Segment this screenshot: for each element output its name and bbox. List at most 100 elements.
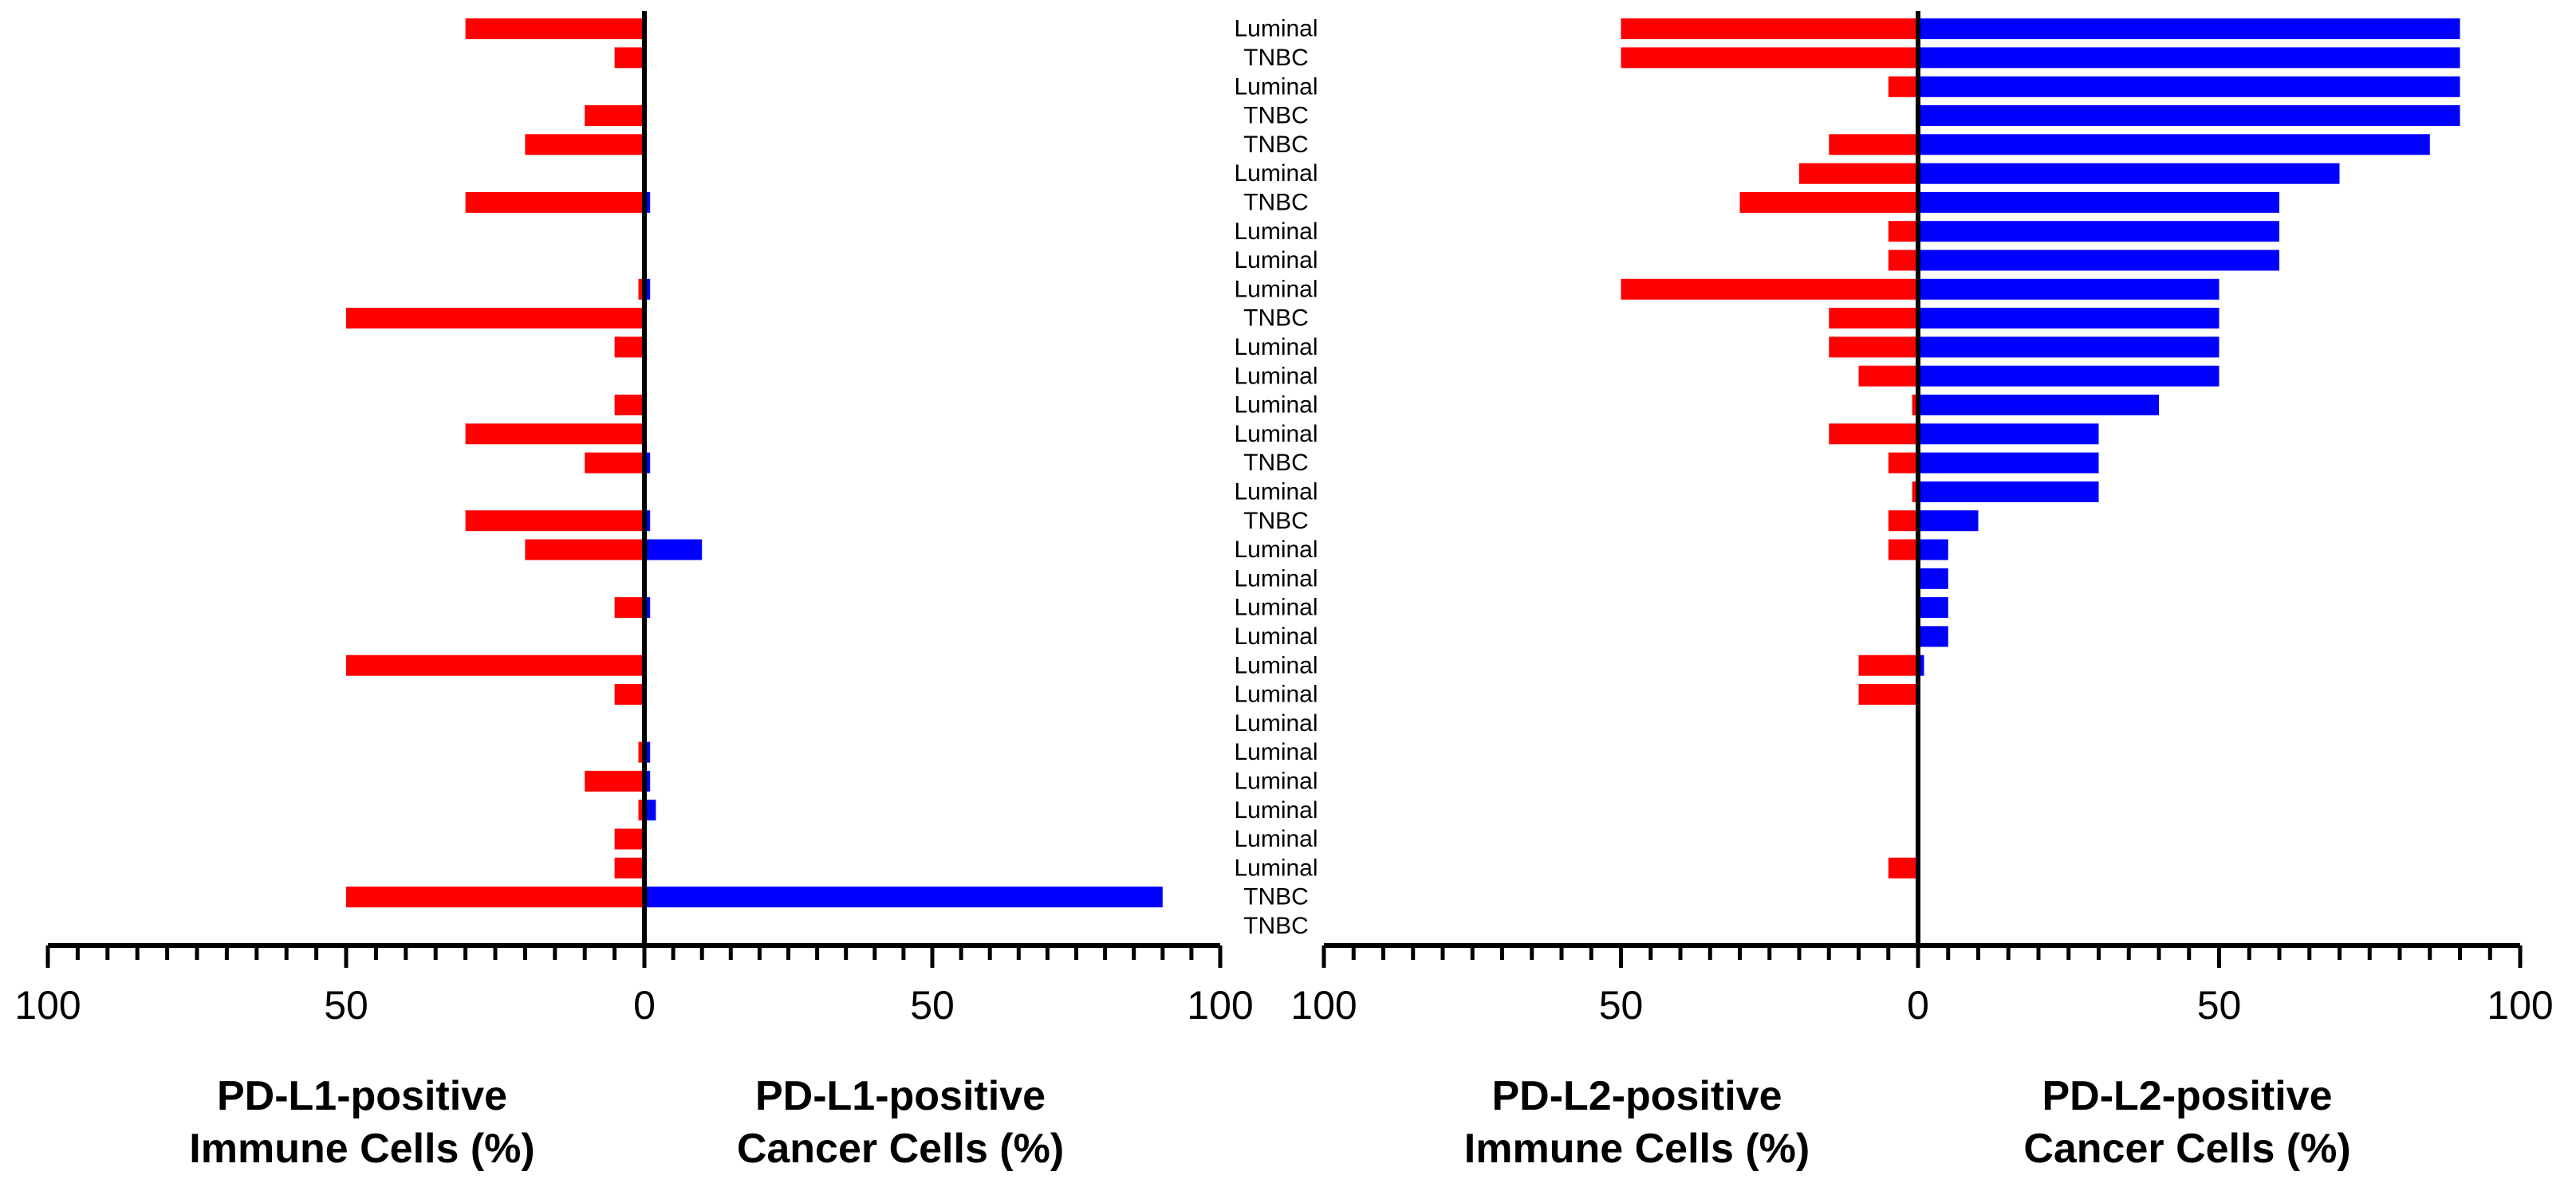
category-label: TNBC	[1243, 45, 1309, 71]
category-label: TNBC	[1243, 132, 1309, 158]
immune-bar	[614, 684, 644, 705]
immune-bar	[1888, 76, 1919, 97]
category-label: Luminal	[1234, 797, 1318, 824]
immune-bar	[1888, 510, 1919, 532]
immune-bar	[525, 134, 644, 155]
tick-label: 100	[1290, 983, 1357, 1028]
category-label: Luminal	[1234, 363, 1318, 389]
immune-bar	[525, 539, 644, 560]
cancer-bar	[1918, 163, 2340, 184]
immune-bar	[1888, 857, 1919, 879]
tick-label: 50	[2197, 983, 2242, 1028]
category-label: Luminal	[1234, 768, 1318, 794]
cancer-bar	[644, 741, 651, 763]
cancer-bar	[1918, 18, 2460, 40]
tick-label: 0	[633, 983, 656, 1028]
category-label: TNBC	[1243, 450, 1309, 476]
immune-bar	[638, 800, 644, 821]
category-label: Luminal	[1234, 595, 1318, 621]
immune-bar	[1912, 395, 1919, 415]
immune-bar	[1621, 18, 1918, 40]
category-label: Luminal	[1234, 855, 1318, 881]
cancer-bar	[1918, 539, 1948, 560]
category-label: Luminal	[1234, 826, 1318, 852]
immune-axis-title: PD-L1-positive	[217, 1073, 507, 1119]
cancer-bar	[644, 278, 651, 300]
immune-bar	[585, 105, 644, 126]
category-label: Luminal	[1234, 247, 1318, 273]
immune-bar	[1799, 163, 1918, 184]
cancer-bar	[1918, 423, 2099, 445]
category-label: Luminal	[1234, 334, 1318, 360]
category-label: Luminal	[1234, 652, 1318, 678]
category-label: Luminal	[1234, 537, 1318, 563]
category-label: Luminal	[1234, 739, 1318, 765]
immune-bar	[585, 452, 644, 474]
cancer-bar	[1918, 626, 1948, 647]
immune-bar	[1912, 481, 1919, 502]
tick-label: 50	[324, 983, 368, 1028]
immune-bar	[585, 770, 644, 792]
cancer-bar	[644, 452, 651, 474]
category-label: Luminal	[1234, 421, 1318, 447]
tick-label: 50	[1599, 983, 1644, 1028]
category-label: Luminal	[1234, 565, 1318, 592]
cancer-bar	[1918, 191, 2279, 213]
immune-bar	[1829, 134, 1919, 155]
immune-bar	[346, 308, 644, 329]
immune-bar	[346, 655, 644, 676]
immune-bar	[614, 828, 644, 850]
immune-bar	[638, 741, 644, 763]
immune-bar	[1858, 365, 1918, 387]
immune-bar	[1621, 278, 1918, 300]
cancer-bar	[1918, 452, 2099, 474]
immune-bar	[1739, 191, 1918, 213]
immune-bar	[614, 336, 644, 358]
cancer-axis-title: Cancer Cells (%)	[737, 1126, 1064, 1172]
cancer-bar	[1918, 105, 2460, 126]
immune-bar	[1829, 423, 1919, 445]
cancer-bar	[644, 539, 703, 560]
cancer-bar	[1918, 510, 1979, 532]
cancer-axis-title: PD-L1-positive	[755, 1073, 1046, 1119]
immune-axis-title: PD-L2-positive	[1491, 1073, 1782, 1119]
immune-bar	[465, 423, 644, 445]
category-label: Luminal	[1234, 682, 1318, 708]
cancer-bar	[1918, 308, 2220, 329]
cancer-bar	[1918, 47, 2460, 69]
cancer-bar	[1918, 76, 2460, 97]
immune-axis-title: Immune Cells (%)	[1464, 1126, 1810, 1172]
immune-bar	[1888, 250, 1919, 271]
category-label: Luminal	[1234, 276, 1318, 302]
category-label: TNBC	[1243, 103, 1309, 129]
immune-bar	[1858, 684, 1918, 705]
category-label: Luminal	[1234, 710, 1318, 737]
cancer-bar	[644, 597, 651, 619]
cancer-bar	[1918, 481, 2099, 502]
category-label: Luminal	[1234, 160, 1318, 187]
bars-layer	[346, 18, 2460, 908]
cancer-bar	[644, 800, 656, 821]
immune-bar	[465, 191, 644, 213]
category-label: Luminal	[1234, 16, 1318, 42]
cancer-bar	[1918, 655, 1924, 676]
category-labels: LuminalTNBCLuminalTNBCTNBCLuminalTNBCLum…	[1234, 16, 1318, 939]
immune-bar	[465, 510, 644, 532]
cancer-bar	[644, 191, 651, 213]
immune-bar	[346, 886, 644, 908]
category-label: TNBC	[1243, 913, 1309, 939]
category-label: Luminal	[1234, 392, 1318, 419]
category-label: TNBC	[1243, 305, 1309, 332]
cancer-bar	[644, 770, 651, 792]
immune-bar	[1621, 47, 1918, 69]
category-label: TNBC	[1243, 508, 1309, 534]
immune-bar	[614, 597, 644, 619]
immune-bar	[465, 18, 644, 40]
immune-bar	[1858, 655, 1918, 676]
immune-axis-title: Immune Cells (%)	[189, 1126, 534, 1172]
cancer-bar	[1918, 395, 2159, 415]
category-label: Luminal	[1234, 73, 1318, 100]
cancer-bar	[1918, 365, 2220, 387]
immune-bar	[614, 857, 644, 879]
